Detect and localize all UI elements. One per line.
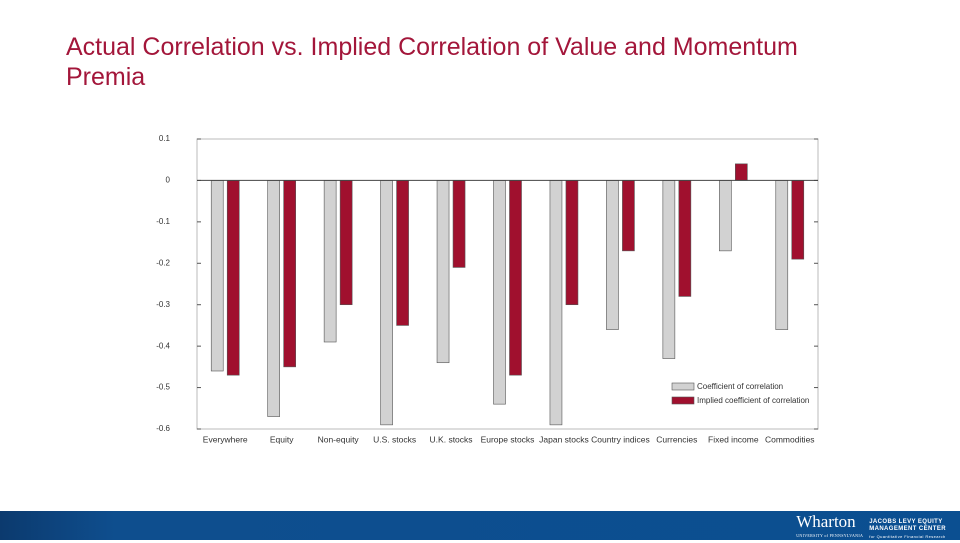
bar <box>719 180 732 252</box>
x-tick-label: Country indices <box>591 434 650 444</box>
footer: Wharton UNIVERSITY of PENNSYLVANIA JACOBS… <box>0 511 960 540</box>
bar <box>396 180 409 326</box>
x-tick-label: Europe stocks <box>481 434 535 444</box>
bar <box>735 163 748 181</box>
bar <box>606 180 619 330</box>
bar <box>436 180 450 364</box>
x-tick-label: Commodities <box>765 434 815 444</box>
legend-swatch <box>671 382 695 391</box>
x-tick-label: Currencies <box>656 434 697 444</box>
bar <box>339 180 353 306</box>
x-tick-label: U.K. stocks <box>430 434 473 444</box>
bar <box>210 180 224 372</box>
y-tick-label: -0.1 <box>156 217 170 226</box>
legend-label: Implied coefficient of correlation <box>697 396 809 405</box>
brand-name: Wharton <box>796 512 856 531</box>
plot-frame <box>196 138 819 430</box>
bar <box>678 180 692 297</box>
x-tick-label: Everywhere <box>203 434 248 444</box>
y-tick-label: 0 <box>166 176 171 185</box>
legend-swatch <box>671 396 695 405</box>
y-tick-label: -0.4 <box>156 341 170 350</box>
y-tick-label: -0.2 <box>156 258 170 267</box>
bar <box>565 180 579 306</box>
bar <box>622 180 635 252</box>
x-tick-label: Japan stocks <box>539 434 589 444</box>
legend-label: Coefficient of correlation <box>697 382 783 391</box>
brand: Wharton UNIVERSITY of PENNSYLVANIA <box>796 512 864 543</box>
y-tick-label: 0.1 <box>159 134 171 143</box>
bar <box>452 180 466 268</box>
chart: 0.1 0 -0.1 -0.2 -0.3 -0.4 -0.5 -0.6 Everywhere Eq… <box>156 134 819 444</box>
bar <box>509 180 522 376</box>
bar <box>775 180 789 330</box>
x-tick-label: Fixed income <box>708 434 759 444</box>
bar <box>662 180 676 359</box>
y-tick-label: -0.6 <box>156 424 170 433</box>
logo: Wharton UNIVERSITY of PENNSYLVANIA JACOBS… <box>796 512 946 543</box>
bar <box>283 180 296 368</box>
x-tick-label: U.S. stocks <box>373 434 416 444</box>
bar <box>323 180 337 343</box>
bar <box>226 180 240 376</box>
x-tick-label: Equity <box>270 434 294 444</box>
bar <box>493 180 506 405</box>
x-tick-label: Non-equity <box>318 434 360 444</box>
bar <box>267 180 280 417</box>
center: JACOBS LEVY EQUITY MANAGEMENT CENTER for Q… <box>869 519 946 540</box>
center-line: MANAGEMENT CENTER <box>869 525 946 532</box>
bar <box>380 180 393 426</box>
center-sub: for Quantitative Financial Research <box>869 533 946 539</box>
slide-title: Actual Correlation vs. Implied Correlati… <box>66 33 798 91</box>
bar <box>549 180 563 426</box>
y-tick-label: -0.3 <box>156 300 170 309</box>
y-tick-label: -0.5 <box>156 383 170 392</box>
center-line: JACOBS LEVY EQUITY <box>869 518 943 525</box>
university: UNIVERSITY of PENNSYLVANIA <box>796 533 864 538</box>
bar <box>791 180 805 260</box>
